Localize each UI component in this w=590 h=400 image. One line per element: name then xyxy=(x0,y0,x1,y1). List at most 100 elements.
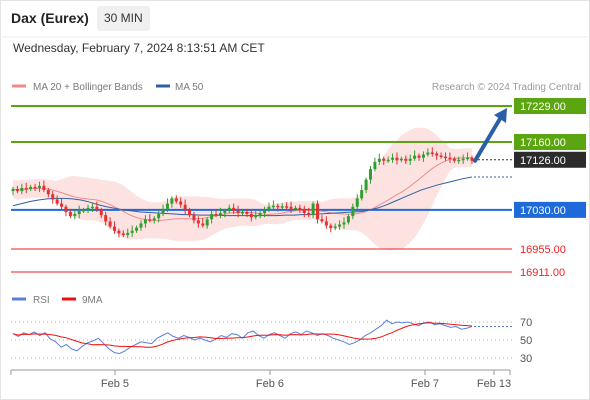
candle-body xyxy=(64,206,68,212)
candle-body xyxy=(24,187,28,190)
candle-body xyxy=(135,227,139,231)
candle-body xyxy=(165,203,169,209)
candle-body xyxy=(448,157,452,160)
x-tick-label: Feb 13 xyxy=(477,378,511,390)
candle-body xyxy=(157,214,161,219)
candle-body xyxy=(117,230,121,234)
candle-body xyxy=(351,206,355,217)
candle-body xyxy=(408,158,412,161)
candle-body xyxy=(346,216,350,223)
candle-body xyxy=(373,161,377,170)
candle-body xyxy=(452,158,456,161)
level-labels: 17229.00 17160.00 17126.00 17030.00 16955.00… xyxy=(514,98,586,279)
candle-body xyxy=(201,223,205,226)
bollinger-band xyxy=(13,127,472,251)
candle-body xyxy=(368,169,372,180)
candle-body xyxy=(90,206,94,209)
candle-body xyxy=(285,206,289,208)
candle-body xyxy=(73,214,77,217)
main-legend: MA 20 + Bollinger Bands MA 50 Research ©… xyxy=(12,82,581,93)
candle-body xyxy=(320,219,324,222)
candle-body xyxy=(404,158,408,161)
level-label-pivot: 17030.00 xyxy=(520,205,566,217)
candle-body xyxy=(258,213,262,216)
credit-label: Research © 2024 Trading Central xyxy=(432,82,581,93)
instrument-title: Dax (Eurex) xyxy=(11,10,89,26)
candle-body xyxy=(324,221,328,226)
candle-body xyxy=(86,207,90,210)
level-label-last: 17126.00 xyxy=(520,155,566,167)
candle-body xyxy=(29,186,33,189)
candle-body xyxy=(391,157,395,160)
candle-body xyxy=(77,210,81,215)
candle-body xyxy=(192,215,196,221)
forecast-arrow-head xyxy=(494,108,507,123)
candle-body xyxy=(289,206,293,209)
candle-body xyxy=(342,222,346,225)
candle-body xyxy=(170,198,174,204)
candle-body xyxy=(11,189,15,192)
bollinger-band-area xyxy=(13,127,472,251)
candle-body xyxy=(60,203,64,207)
candle-body xyxy=(302,209,306,214)
rsi-legend: RSI 9MA xyxy=(12,295,103,306)
rsi-level-label: 30 xyxy=(520,353,532,365)
candle-body xyxy=(161,208,165,215)
x-tick-label: Feb 5 xyxy=(101,378,129,390)
candle-body xyxy=(430,152,434,154)
candle-body xyxy=(338,224,342,227)
candle-body xyxy=(236,210,240,214)
candle-body xyxy=(223,210,227,214)
candle-body xyxy=(33,186,37,189)
candle-body xyxy=(461,158,465,161)
candle-body xyxy=(413,155,417,159)
rsi-grid: 70 50 30 xyxy=(11,317,532,365)
candle-body xyxy=(435,153,439,156)
candle-body xyxy=(382,158,386,161)
candle-body xyxy=(267,206,271,210)
rsi-level-label: 70 xyxy=(520,317,532,329)
rsi-legend-label: RSI xyxy=(33,295,50,306)
chart-header: Dax (Eurex) 30 MIN xyxy=(0,0,590,38)
candle-body xyxy=(55,199,59,204)
candle-body xyxy=(386,159,390,162)
candle-body xyxy=(188,209,192,216)
candle-body xyxy=(196,220,200,224)
candle-body xyxy=(417,155,421,158)
candle-body xyxy=(276,205,280,208)
forecast-arrow xyxy=(473,108,507,163)
rsi-level-label: 50 xyxy=(520,335,532,347)
candle-body xyxy=(20,187,24,192)
candle-body xyxy=(205,219,209,226)
candle-body xyxy=(254,215,258,218)
candle-body xyxy=(210,214,214,220)
candle-body xyxy=(466,157,470,160)
candle-body xyxy=(108,221,112,227)
candle-body xyxy=(82,209,86,212)
candle-body xyxy=(218,213,222,216)
level-label-box xyxy=(514,98,586,114)
candle-body xyxy=(426,152,430,155)
candle-body xyxy=(46,190,50,195)
candle-body xyxy=(241,211,244,214)
ma50-legend-label: MA 50 xyxy=(175,82,204,93)
candle-body xyxy=(113,226,117,231)
candle-body xyxy=(121,233,125,235)
level-label-box xyxy=(514,201,586,218)
candle-body xyxy=(104,215,108,222)
candle-body xyxy=(42,185,46,191)
timeframe-button[interactable]: 30 MIN xyxy=(97,6,150,31)
candle-body xyxy=(214,214,218,216)
candle-body xyxy=(130,230,134,233)
x-tick-label: Feb 6 xyxy=(256,378,284,390)
candles xyxy=(11,147,474,239)
candle-body xyxy=(355,198,359,207)
candle-body xyxy=(143,219,147,224)
candle-body xyxy=(148,219,152,221)
x-tick-label: Feb 7 xyxy=(411,378,439,390)
candle-body xyxy=(377,158,381,162)
ma50-line xyxy=(12,176,473,217)
candle-body xyxy=(37,185,41,188)
candle-body xyxy=(15,189,19,192)
level-lines xyxy=(11,105,512,273)
